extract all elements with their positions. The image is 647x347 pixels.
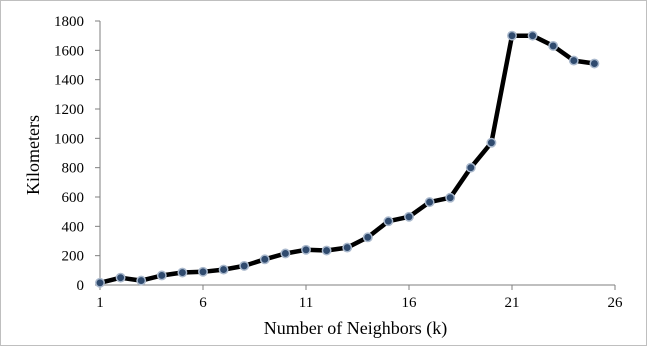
- y-tick-label: 200: [62, 249, 85, 265]
- y-tick-label: 1600: [54, 43, 84, 59]
- data-point: [115, 272, 126, 283]
- data-point: [424, 197, 435, 208]
- series-group: [95, 30, 600, 288]
- y-tick-label: 1200: [54, 102, 84, 118]
- data-point: [465, 162, 476, 173]
- data-point: [507, 30, 517, 41]
- x-tick-label: 16: [402, 295, 418, 311]
- data-point: [527, 30, 538, 41]
- data-point: [321, 245, 332, 256]
- data-point: [136, 275, 147, 286]
- data-point: [445, 192, 456, 203]
- y-tick-label: 1800: [54, 14, 84, 30]
- x-tick-label: 1: [96, 295, 104, 311]
- data-point: [177, 267, 188, 278]
- data-point: [301, 244, 311, 255]
- data-point: [239, 260, 250, 271]
- y-tick-label: 400: [62, 219, 85, 235]
- data-point: [589, 58, 600, 69]
- data-point: [95, 277, 105, 288]
- data-point: [218, 264, 229, 275]
- data-point: [404, 211, 414, 222]
- x-tick-label: 6: [199, 295, 207, 311]
- x-tick-label: 21: [505, 295, 520, 311]
- y-tick-label: 600: [62, 190, 85, 206]
- x-tick-label: 11: [299, 295, 313, 311]
- data-point: [568, 55, 579, 66]
- data-point: [198, 266, 208, 277]
- y-tick-label: 1400: [54, 73, 84, 89]
- y-tick-label: 0: [77, 278, 85, 294]
- data-point: [342, 242, 353, 253]
- y-tick-labels: 0 200 400 600 800 1000 1200 1400 1600 1800: [54, 14, 100, 294]
- x-tick-labels: 1 6 11 16 21 26: [96, 285, 623, 311]
- x-tick-label: 26: [608, 295, 624, 311]
- y-tick-label: 800: [62, 161, 85, 177]
- data-point: [259, 254, 270, 265]
- axes: [99, 21, 615, 286]
- data-point: [280, 248, 291, 259]
- data-point: [156, 270, 167, 281]
- y-tick-label: 1000: [54, 131, 84, 147]
- data-point: [548, 40, 559, 51]
- data-point: [486, 137, 497, 148]
- data-point: [362, 232, 373, 243]
- data-point: [383, 216, 394, 227]
- y-axis-title: Kilometers: [23, 115, 43, 195]
- x-axis-title: Number of Neighbors (k): [264, 318, 447, 339]
